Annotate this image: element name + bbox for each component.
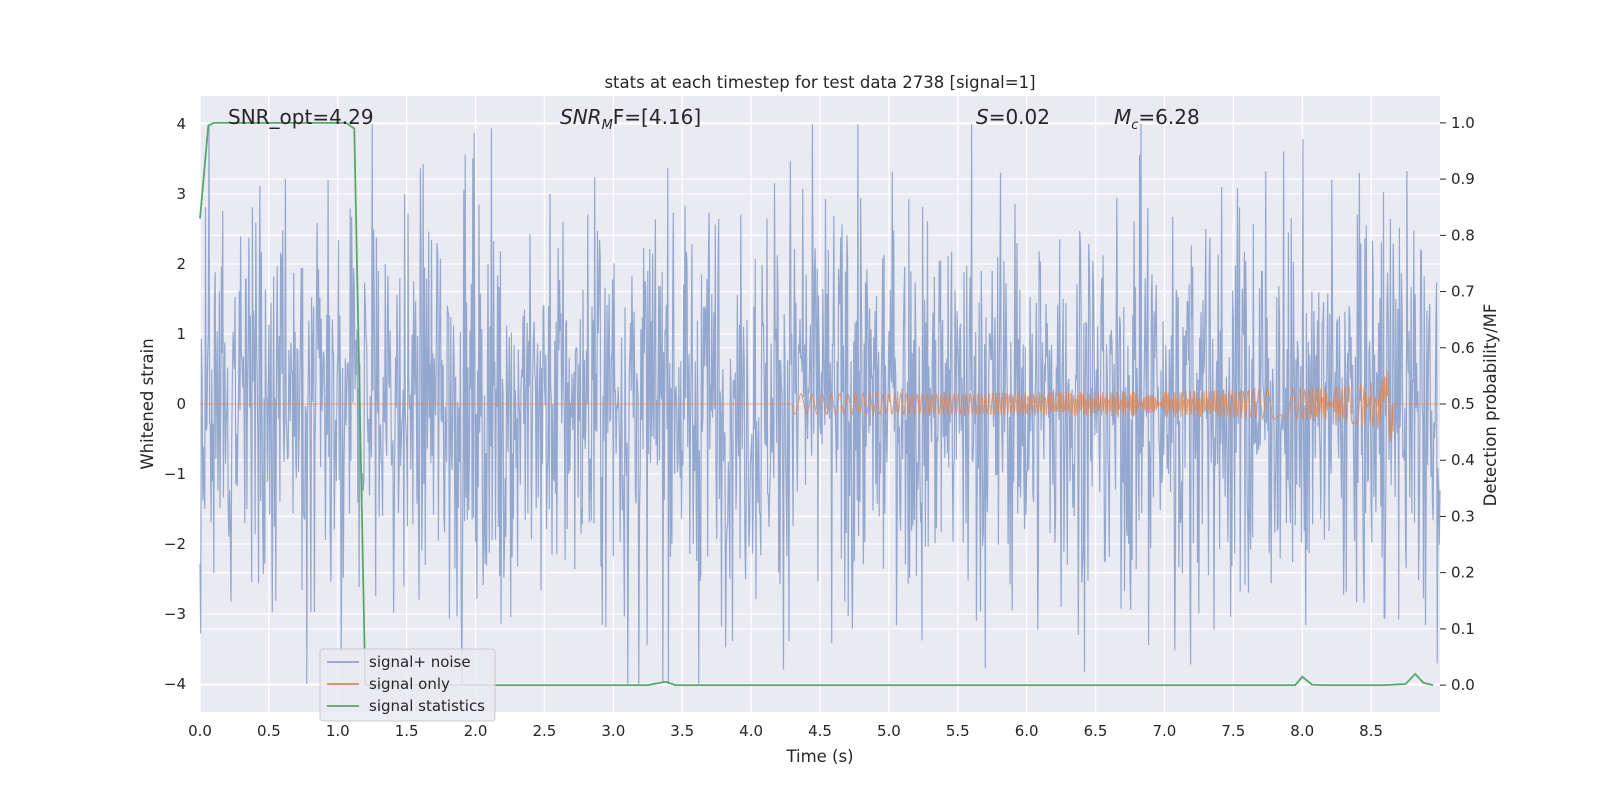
x-tick-label: 4.0: [739, 722, 763, 740]
signal-statistics-line: [199, 122, 1434, 686]
chart-title: stats at each timestep for test data 273…: [604, 73, 1035, 92]
x-axis-ticks: 0.0 0.5 1.0 1.5 2.0 2.5 3.0 3.5 4.0 4.5 5.0 5.5 6.0 6…: [188, 722, 1383, 740]
annotation-mc-main: M: [1114, 105, 1131, 129]
x-tick-label: 1.5: [395, 722, 419, 740]
y-tick-label: 1: [176, 325, 186, 343]
signal-only-series: [200, 370, 1440, 443]
legend-label-signal-statistics: signal statistics: [369, 697, 485, 715]
y2-tick-label: 0.4: [1451, 451, 1475, 469]
y-tick-label: 4: [176, 115, 186, 133]
annotation-s-rest: =0.02: [989, 105, 1050, 129]
signal-only-line: [200, 370, 1440, 443]
annotation-s-main: S: [976, 105, 989, 129]
x-tick-label: 3.0: [601, 722, 625, 740]
x-tick-label: 6.0: [1015, 722, 1039, 740]
y2-tick-label: 0.7: [1451, 283, 1475, 301]
x-tick-label: 2.5: [533, 722, 557, 740]
legend-box: [319, 648, 496, 722]
x-tick-label: 6.5: [1084, 722, 1108, 740]
y-tick-label: 2: [176, 255, 186, 273]
x-tick-label: 7.0: [1153, 722, 1177, 740]
x-tick-label: 5.0: [877, 722, 901, 740]
annotation-snr-mf-main: SNR: [560, 105, 602, 129]
legend-label-signal-only: signal only: [369, 675, 450, 693]
y-tick-label: 3: [176, 185, 186, 203]
annotation-snr-mf: SNRMF=[4.16]: [560, 105, 701, 133]
annotation-mc-sub: c: [1131, 118, 1138, 133]
annotation-mc-rest: =6.28: [1138, 105, 1199, 129]
y2-axis-label: Detection probability/MF: [1481, 304, 1500, 507]
annotation-snr-opt: SNR_opt=4.29: [228, 105, 374, 129]
x-tick-label: 0.5: [257, 722, 281, 740]
y2-tick-label: 0.6: [1451, 339, 1475, 357]
y-tick-label: −3: [164, 605, 186, 623]
x-tick-label: 1.0: [326, 722, 350, 740]
y-axis-ticks: 4 3 2 1 0 −1 −2 −3 −4: [164, 115, 186, 693]
y2-tick-label: 0.5: [1451, 395, 1475, 413]
legend-label-signal-plus-noise: signal+ noise: [369, 653, 471, 671]
x-tick-label: 8.5: [1359, 722, 1383, 740]
y2-tick-label: 0.1: [1451, 620, 1475, 638]
signal-plus-noise-series: [199, 123, 1441, 685]
x-tick-label: 2.0: [464, 722, 488, 740]
y2-tick-label: 1.0: [1451, 114, 1475, 132]
signal-plus-noise-line: [199, 123, 1441, 685]
y-axis-label: Whitened strain: [138, 338, 157, 469]
y2-tick-label: 0.0: [1451, 676, 1475, 694]
x-tick-label: 0.0: [188, 722, 212, 740]
y2-tick-label: 0.8: [1451, 226, 1475, 244]
annotation-snr-mf-rest: F=[4.16]: [613, 105, 701, 129]
x-tick-label: 7.5: [1221, 722, 1245, 740]
signal-statistics-series: [199, 122, 1434, 686]
y2-axis-ticks: 1.0 0.9 0.8 0.7 0.6 0.5 0.4 0.3 0.2 0.1 0.0: [1440, 114, 1475, 694]
y2-tick-label: 0.3: [1451, 507, 1475, 525]
annotation-mc: Mc=6.28: [1114, 105, 1200, 133]
y-tick-label: −1: [164, 465, 186, 483]
x-tick-label: 5.5: [946, 722, 970, 740]
y-tick-label: −4: [164, 675, 186, 693]
y2-tick-label: 0.9: [1451, 170, 1475, 188]
x-tick-label: 4.5: [808, 722, 832, 740]
legend: signal+ noise signal only signal statist…: [319, 648, 496, 722]
x-axis-label: Time (s): [785, 747, 853, 766]
annotation-snr-mf-sub: M: [602, 118, 613, 133]
y-tick-label: −2: [164, 535, 186, 553]
x-tick-label: 8.0: [1290, 722, 1314, 740]
y2-tick-label: 0.2: [1451, 564, 1475, 582]
annotation-s: S=0.02: [976, 105, 1050, 129]
x-tick-label: 3.5: [670, 722, 694, 740]
y-tick-label: 0: [176, 395, 186, 413]
